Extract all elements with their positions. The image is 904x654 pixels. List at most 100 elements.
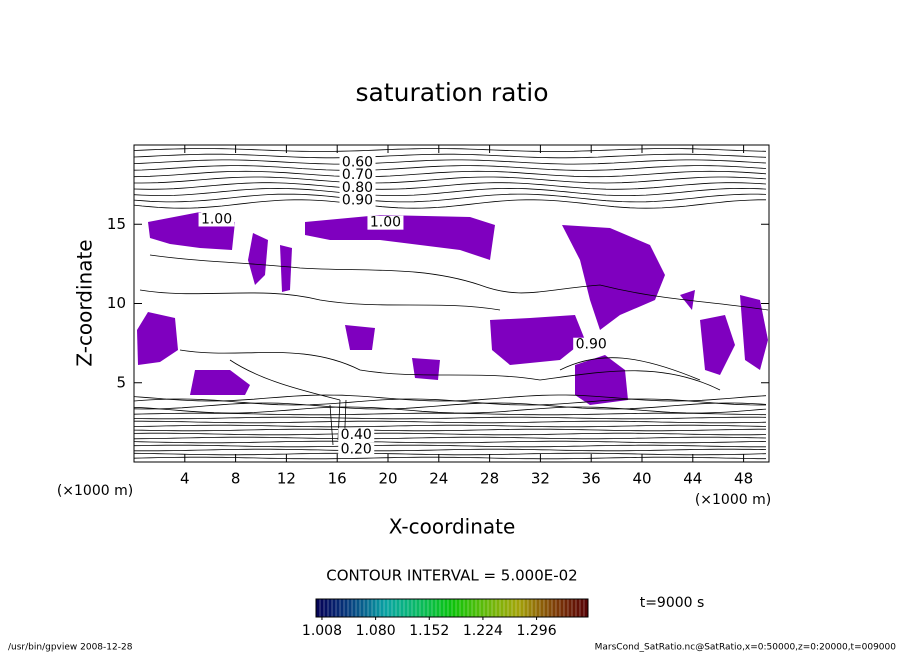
filled-region <box>562 225 665 330</box>
colorbar-cell <box>555 598 561 618</box>
colorbar-cell <box>335 598 341 618</box>
colorbar-tick-label: 1.224 <box>463 623 503 639</box>
filled-region <box>190 370 250 395</box>
contour-line <box>133 412 767 416</box>
colorbar-cell <box>467 598 473 618</box>
colorbar-cell <box>431 598 437 618</box>
x-tick-label: 28 <box>480 470 499 488</box>
contour-label: 0.90 <box>576 337 607 353</box>
plot-area: 0.600.700.800.901.001.000.900.400.20 <box>133 144 770 463</box>
colorbar-cell <box>559 598 565 618</box>
contour-line <box>139 289 501 311</box>
colorbar-cell <box>519 598 525 618</box>
colorbar-cell <box>459 598 465 618</box>
contour-label: 0.90 <box>342 192 373 208</box>
colorbar-cell <box>323 598 329 618</box>
colorbar-cell <box>567 598 573 618</box>
colorbar-cell <box>343 598 349 618</box>
contour-line <box>133 398 766 406</box>
contour-label-bg <box>338 428 375 443</box>
contour-label: 0.70 <box>342 167 373 183</box>
colorbar-cell <box>447 598 453 618</box>
y-tick-label: 15 <box>107 215 126 233</box>
contour-label: 1.00 <box>201 211 232 227</box>
contour-line <box>134 176 767 184</box>
colorbar-cell <box>415 598 421 618</box>
colorbar-cell <box>315 598 321 618</box>
contour-label-bg <box>367 215 404 230</box>
colorbar-cell <box>443 598 449 618</box>
contour-line <box>133 199 766 209</box>
footer-left: /usr/bin/gpview 2008-12-28 <box>8 643 133 653</box>
colorbar-cell <box>379 598 385 618</box>
colorbar-cell <box>395 598 401 618</box>
colorbar-cell <box>355 598 361 618</box>
filled-region <box>345 325 375 350</box>
y-tick-label: 5 <box>116 373 126 391</box>
colorbar-cell <box>563 598 569 618</box>
y-unit: (×1000 m) <box>57 483 133 499</box>
contour-line <box>134 448 767 452</box>
contour-label-bg <box>198 212 235 227</box>
contour-label-bg <box>339 168 376 183</box>
contour-line <box>133 165 767 171</box>
colorbar-cell <box>411 598 417 618</box>
colorbar-cell <box>403 598 409 618</box>
colorbar-cell <box>511 598 517 618</box>
x-tick-label: 24 <box>429 470 448 488</box>
contour-label-bg <box>339 155 376 170</box>
filled-region <box>305 215 495 260</box>
contour-line <box>133 428 766 432</box>
colorbar-cell <box>527 598 533 618</box>
colorbar-cell <box>515 598 521 618</box>
filled-region <box>575 355 628 405</box>
colorbar-cell <box>495 598 501 618</box>
colorbar-cell <box>435 598 441 618</box>
contour-label-bg <box>339 193 376 208</box>
contour-line <box>133 406 767 414</box>
colorbar-cell <box>483 598 489 618</box>
y-axis-label: Z-coordinate <box>73 239 97 366</box>
colorbar-cell <box>579 598 585 618</box>
colorbar-cell <box>455 598 461 618</box>
filled-region <box>412 358 440 380</box>
contour-line <box>133 432 767 436</box>
x-tick-label: 8 <box>231 470 241 488</box>
colorbar-cell <box>499 598 505 618</box>
colorbar-cell <box>363 598 369 618</box>
filled-region <box>248 233 268 285</box>
filled-region <box>137 312 178 365</box>
colorbar-cell <box>531 598 537 618</box>
colorbar-cell <box>391 598 397 618</box>
contour-line <box>133 159 767 165</box>
contour-line <box>133 182 767 190</box>
x-tick-label: 4 <box>180 470 190 488</box>
colorbar-cell <box>451 598 457 618</box>
contour-line <box>133 444 766 448</box>
colorbar-cell <box>331 598 337 618</box>
contour-label: 1.00 <box>370 215 401 231</box>
contour-interval: CONTOUR INTERVAL = 5.000E-02 <box>326 567 577 585</box>
contour-label: 0.40 <box>341 427 372 443</box>
colorbar-cell <box>475 598 481 618</box>
colorbar-cell <box>327 598 333 618</box>
contour-line <box>133 187 767 196</box>
x-tick-label: 20 <box>378 470 397 488</box>
x-tick-label: 36 <box>582 470 601 488</box>
filled-region <box>740 295 768 370</box>
x-tick-label: 12 <box>277 470 296 488</box>
colorbar-cell <box>503 598 509 618</box>
colorbar-cell <box>463 598 469 618</box>
colorbar-cell <box>491 598 497 618</box>
time-label: t=9000 s <box>640 595 705 611</box>
contour-label-bg <box>339 180 376 195</box>
contour-line <box>149 254 769 311</box>
colorbar-cell <box>383 598 389 618</box>
colorbar-frame <box>315 598 589 618</box>
colorbar-cell <box>399 598 405 618</box>
contour-line <box>133 394 767 402</box>
colorbar-cell <box>347 598 353 618</box>
contour-label-bg <box>573 337 610 352</box>
footer-right: MarsCond_SatRatio.nc@SatRatio,x=0:50000,… <box>595 643 897 653</box>
contour-line <box>133 456 766 460</box>
